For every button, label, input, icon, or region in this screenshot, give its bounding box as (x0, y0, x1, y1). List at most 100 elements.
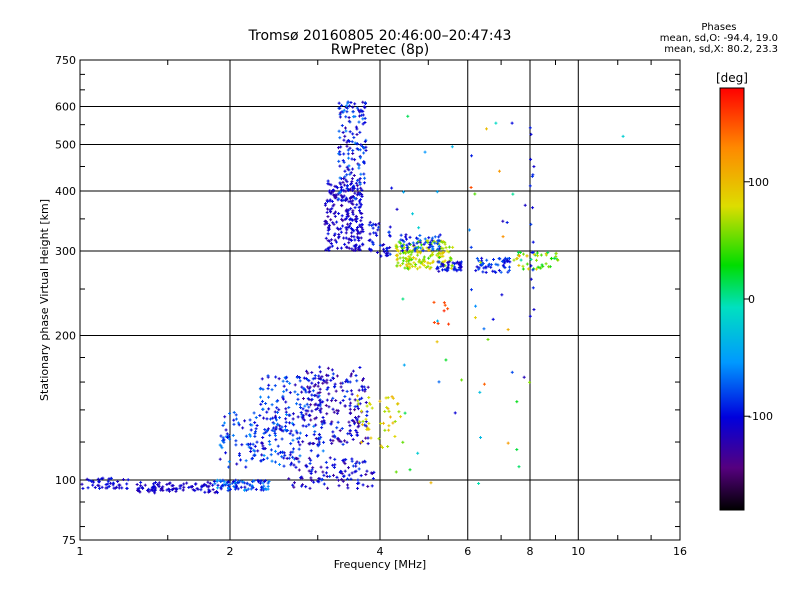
data-point (285, 388, 289, 392)
data-point (326, 366, 330, 370)
data-point (227, 480, 231, 484)
data-point (280, 437, 284, 441)
data-point (452, 268, 456, 272)
data-point (345, 378, 349, 382)
data-point (337, 101, 341, 105)
data-point (539, 253, 543, 257)
data-point (437, 269, 441, 273)
data-point (440, 240, 444, 244)
data-point (340, 185, 344, 189)
data-point (305, 434, 309, 438)
data-point (321, 381, 325, 385)
data-point (363, 116, 367, 120)
data-point (171, 484, 175, 488)
data-point (300, 476, 304, 480)
data-point (304, 485, 308, 489)
data-point (484, 127, 488, 131)
data-point (338, 401, 342, 405)
data-point (500, 293, 504, 297)
data-point (442, 260, 446, 264)
data-point (343, 394, 347, 398)
data-point (288, 453, 292, 457)
data-point (329, 438, 333, 442)
data-point (437, 380, 441, 384)
data-point (319, 407, 323, 411)
data-point (325, 373, 329, 377)
data-point (304, 390, 308, 394)
data-point (367, 223, 371, 227)
data-point (398, 252, 402, 256)
data-point (330, 244, 334, 248)
data-point (339, 440, 343, 444)
data-point (215, 478, 219, 482)
data-point (338, 190, 342, 194)
data-point (141, 486, 145, 490)
data-point (388, 252, 392, 256)
data-point (437, 235, 441, 239)
data-point (327, 239, 331, 243)
data-point (329, 191, 333, 195)
data-point (330, 207, 334, 211)
data-point (370, 406, 374, 410)
data-point (291, 412, 295, 416)
data-point (296, 397, 300, 401)
data-point (331, 396, 335, 400)
data-point (305, 465, 309, 469)
data-point (401, 244, 405, 248)
data-point (304, 369, 308, 373)
data-point (337, 152, 341, 156)
data-point (460, 378, 464, 382)
data-point (304, 412, 308, 416)
data-point (424, 240, 428, 244)
data-point (267, 480, 271, 484)
data-point (355, 217, 359, 221)
data-point (280, 455, 284, 459)
data-point (288, 413, 292, 417)
data-point (317, 433, 321, 437)
data-point (360, 226, 364, 230)
data-point (106, 482, 110, 486)
data-point (221, 478, 225, 482)
data-point (356, 482, 360, 486)
data-point (331, 407, 335, 411)
data-point (382, 250, 386, 254)
data-point (355, 379, 359, 383)
data-point (232, 422, 236, 426)
data-point (379, 422, 383, 426)
data-point (241, 426, 245, 430)
data-point (297, 436, 301, 440)
y-tick-label: 400 (55, 185, 76, 198)
data-point (282, 390, 286, 394)
data-point (442, 309, 446, 313)
data-point (356, 226, 360, 230)
data-point (342, 160, 346, 164)
data-point (429, 481, 433, 485)
data-point (259, 441, 263, 445)
data-point (343, 126, 347, 130)
data-point (529, 257, 533, 261)
data-point (348, 104, 352, 108)
data-point (331, 439, 335, 443)
data-point (370, 484, 374, 488)
data-point (325, 221, 329, 225)
data-point (273, 384, 277, 388)
data-point (423, 237, 427, 241)
colorbar-tick-label: -100 (748, 410, 773, 423)
data-point (405, 259, 409, 263)
data-point (306, 397, 310, 401)
data-point (216, 486, 220, 490)
data-point (254, 427, 258, 431)
data-point (345, 228, 349, 232)
colorbar-label: [deg] (716, 71, 748, 85)
data-point (314, 393, 318, 397)
data-point (249, 446, 253, 450)
data-point (511, 192, 515, 196)
data-point (268, 433, 272, 437)
data-point (354, 214, 358, 218)
data-point (354, 181, 358, 185)
data-point (349, 477, 353, 481)
data-point (222, 421, 226, 425)
data-point (346, 152, 350, 156)
data-point (367, 247, 371, 251)
data-point (402, 245, 406, 249)
